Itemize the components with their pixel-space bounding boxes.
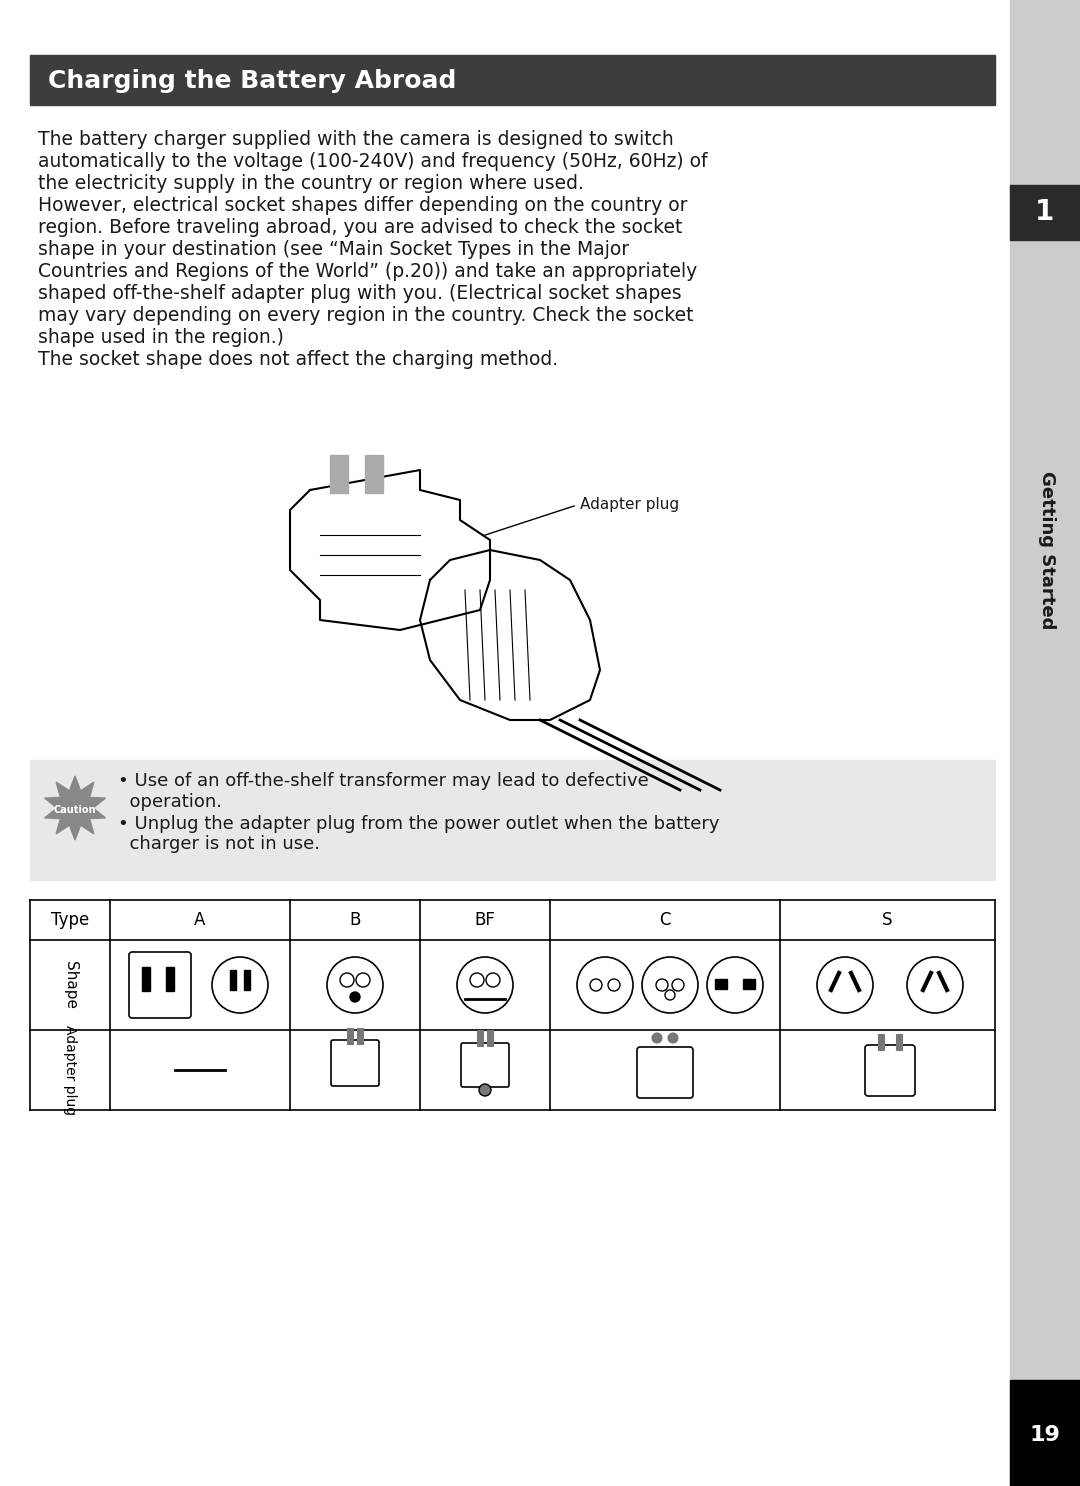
Polygon shape: [420, 550, 600, 721]
Text: shape used in the region.): shape used in the region.): [38, 328, 284, 348]
Circle shape: [669, 1033, 678, 1043]
Bar: [743, 979, 755, 990]
Text: shape in your destination (see “Main Socket Types in the Major: shape in your destination (see “Main Soc…: [38, 241, 630, 259]
Circle shape: [652, 1033, 662, 1043]
Bar: [141, 967, 150, 991]
Polygon shape: [44, 776, 106, 840]
Text: However, electrical socket shapes differ depending on the country or: However, electrical socket shapes differ…: [38, 196, 688, 215]
Bar: [365, 455, 383, 493]
Circle shape: [665, 990, 675, 1000]
Text: the electricity supply in the country or region where used.: the electricity supply in the country or…: [38, 174, 584, 193]
Circle shape: [340, 973, 354, 987]
Circle shape: [350, 993, 360, 1002]
Text: Type: Type: [51, 911, 90, 929]
Bar: [1010, 184, 1080, 241]
Text: charger is not in use.: charger is not in use.: [118, 835, 320, 853]
Circle shape: [212, 957, 268, 1013]
Circle shape: [608, 979, 620, 991]
Bar: [347, 1028, 353, 1045]
Circle shape: [486, 973, 500, 987]
Text: 19: 19: [1029, 1425, 1061, 1444]
Text: • Use of an off-the-shelf transformer may lead to defective: • Use of an off-the-shelf transformer ma…: [118, 773, 649, 791]
Text: shaped off-the-shelf adapter plug with you. (Electrical socket shapes: shaped off-the-shelf adapter plug with y…: [38, 284, 681, 303]
Text: • Unplug the adapter plug from the power outlet when the battery: • Unplug the adapter plug from the power…: [118, 814, 719, 834]
Text: Adapter plug: Adapter plug: [580, 496, 679, 513]
Bar: [896, 1034, 902, 1051]
Text: Adapter plug: Adapter plug: [63, 1025, 77, 1114]
Text: operation.: operation.: [118, 794, 222, 811]
Circle shape: [495, 605, 525, 635]
Circle shape: [457, 957, 513, 1013]
Bar: [30, 55, 995, 106]
Circle shape: [356, 973, 370, 987]
Bar: [878, 1034, 885, 1051]
FancyBboxPatch shape: [129, 953, 191, 1018]
FancyBboxPatch shape: [330, 1040, 379, 1086]
Text: 1: 1: [1036, 198, 1055, 226]
Circle shape: [642, 957, 698, 1013]
Bar: [166, 967, 174, 991]
Circle shape: [470, 973, 484, 987]
Bar: [487, 1030, 492, 1046]
Bar: [357, 1028, 363, 1045]
Text: The battery charger supplied with the camera is designed to switch: The battery charger supplied with the ca…: [38, 129, 674, 149]
Bar: [477, 1030, 483, 1046]
Text: automatically to the voltage (100-240V) and frequency (50Hz, 60Hz) of: automatically to the voltage (100-240V) …: [38, 152, 707, 171]
FancyBboxPatch shape: [637, 1048, 693, 1098]
Bar: [30, 759, 995, 880]
Polygon shape: [291, 470, 490, 630]
Bar: [715, 979, 727, 990]
Text: The socket shape does not affect the charging method.: The socket shape does not affect the cha…: [38, 351, 558, 369]
Text: Countries and Regions of the World” (p.20)) and take an appropriately: Countries and Regions of the World” (p.2…: [38, 262, 698, 281]
Circle shape: [816, 957, 873, 1013]
Circle shape: [480, 1083, 491, 1097]
Circle shape: [907, 957, 963, 1013]
Circle shape: [327, 957, 383, 1013]
Text: Charging the Battery Abroad: Charging the Battery Abroad: [48, 68, 457, 94]
Text: A: A: [194, 911, 205, 929]
Circle shape: [577, 957, 633, 1013]
Circle shape: [590, 979, 602, 991]
FancyBboxPatch shape: [865, 1045, 915, 1097]
Text: B: B: [349, 911, 361, 929]
Circle shape: [672, 979, 684, 991]
Bar: [244, 970, 249, 990]
Bar: [1010, 0, 1080, 1486]
Text: BF: BF: [474, 911, 496, 929]
Text: C: C: [659, 911, 671, 929]
Bar: [1010, 1380, 1080, 1486]
Text: S: S: [882, 911, 893, 929]
Circle shape: [656, 979, 669, 991]
Text: Getting Started: Getting Started: [1038, 471, 1056, 629]
Text: region. Before traveling abroad, you are advised to check the socket: region. Before traveling abroad, you are…: [38, 218, 683, 236]
FancyBboxPatch shape: [461, 1043, 509, 1086]
Circle shape: [707, 957, 762, 1013]
Bar: [330, 455, 348, 493]
Text: Caution: Caution: [54, 805, 96, 814]
Text: may vary depending on every region in the country. Check the socket: may vary depending on every region in th…: [38, 306, 693, 325]
Bar: [230, 970, 237, 990]
Text: Shape: Shape: [63, 961, 78, 1009]
